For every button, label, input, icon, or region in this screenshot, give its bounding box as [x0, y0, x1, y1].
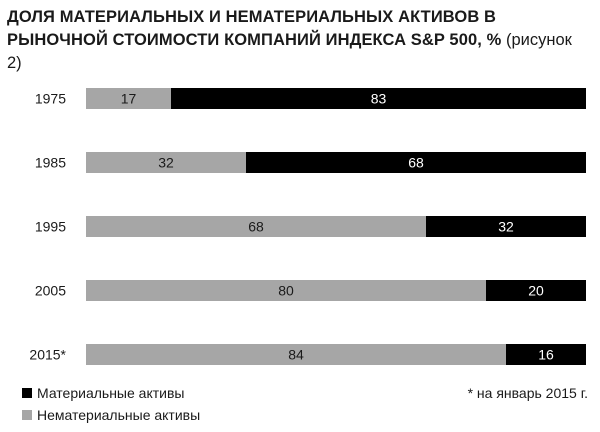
- data-label: 80: [278, 283, 294, 299]
- bar-segment-tangible: [426, 216, 586, 237]
- bar-segment-intangible: [86, 152, 246, 173]
- bar-segment-intangible: [86, 344, 506, 365]
- data-label: 16: [538, 347, 554, 363]
- legend-swatch-intangible: [22, 410, 32, 420]
- legend-label-intangible: Нематериальные активы: [37, 407, 201, 423]
- legend-swatch-tangible: [22, 388, 32, 398]
- bar-segment-tangible: [171, 88, 586, 109]
- data-label: 84: [288, 347, 304, 363]
- data-label: 32: [498, 219, 514, 235]
- data-label: 68: [248, 219, 264, 235]
- bar-segment-tangible: [486, 280, 586, 301]
- legend-label-tangible: Материальные активы: [37, 385, 185, 401]
- data-label: 32: [158, 155, 174, 171]
- legend-item-intangible: Нематериальные активы: [22, 407, 200, 423]
- category-label: 1995: [35, 219, 66, 235]
- category-label: 1975: [35, 91, 66, 107]
- data-label: 68: [408, 155, 424, 171]
- footnote: * на январь 2015 г.: [467, 385, 588, 401]
- data-label: 83: [371, 91, 387, 107]
- bar-segment-intangible: [86, 216, 426, 237]
- chart-title-sub: (рисунок 2): [7, 31, 572, 72]
- bar-segment-intangible: [86, 88, 171, 109]
- chart-title: Доля материальных и нематериальных актив…: [7, 6, 587, 75]
- bar-segment-intangible: [86, 280, 486, 301]
- bar-segment-tangible: [246, 152, 586, 173]
- data-label: 17: [121, 91, 137, 107]
- category-label: 2015*: [29, 347, 66, 363]
- category-label: 1985: [35, 155, 66, 171]
- bar-segment-tangible: [506, 344, 586, 365]
- legend-item-tangible: Материальные активы: [22, 385, 184, 401]
- category-label: 2005: [35, 283, 66, 299]
- chart-title-main: Доля материальных и нематериальных актив…: [7, 8, 502, 49]
- data-label: 20: [528, 283, 544, 299]
